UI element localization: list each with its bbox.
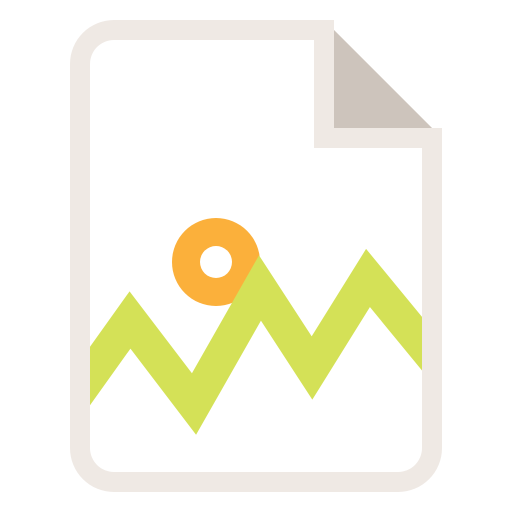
sun-hole (200, 246, 232, 278)
page-fold (324, 20, 442, 138)
image-file-icon (0, 0, 512, 512)
